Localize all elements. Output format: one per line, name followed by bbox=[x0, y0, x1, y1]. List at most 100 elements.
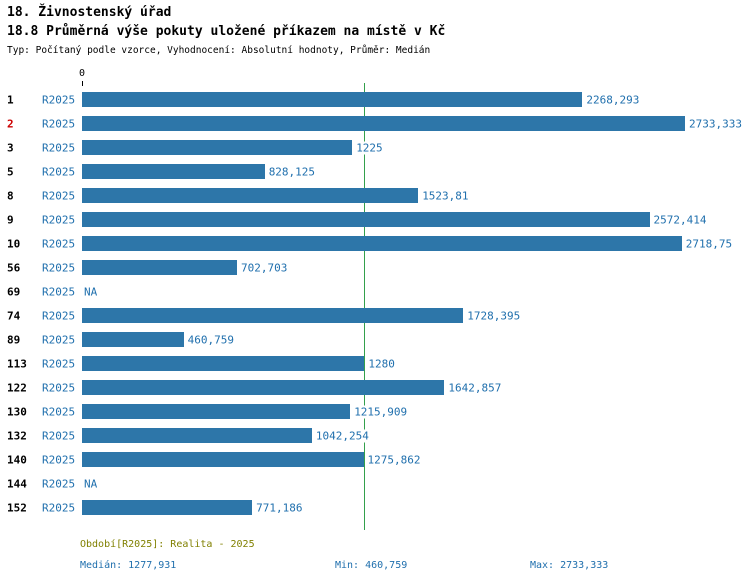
bar-value-label: 1728,395 bbox=[465, 309, 523, 323]
chart-row: 89 R2025 460,759 bbox=[0, 328, 750, 352]
chart-row: 2 R2025 2733,333 bbox=[0, 112, 750, 136]
row-id-label: 2 bbox=[7, 117, 14, 131]
row-series-label: R2025 bbox=[42, 453, 76, 467]
chart-row: 132 R2025 1042,254 bbox=[0, 424, 750, 448]
bar-zone: 1215,909 bbox=[82, 400, 750, 424]
row-id-label: 89 bbox=[7, 333, 21, 347]
row-id-label: 122 bbox=[7, 381, 27, 395]
bar-zone: NA bbox=[82, 472, 750, 496]
bar[interactable] bbox=[82, 500, 253, 515]
bar-zone: 1042,254 bbox=[82, 424, 750, 448]
bar[interactable] bbox=[82, 188, 419, 203]
bar-value-label: 702,703 bbox=[239, 261, 290, 275]
row-id-label: 1 bbox=[7, 93, 14, 107]
bar[interactable] bbox=[82, 164, 265, 179]
row-series-label: R2025 bbox=[42, 501, 76, 515]
row-id-label: 144 bbox=[7, 477, 27, 491]
bar-value-label: 460,759 bbox=[185, 333, 236, 347]
bar[interactable] bbox=[82, 404, 351, 419]
chart-row: 122 R2025 1642,857 bbox=[0, 376, 750, 400]
bar-value-label: 1275,862 bbox=[365, 453, 423, 467]
bar-zone: 1642,857 bbox=[82, 376, 750, 400]
row-series-label: R2025 bbox=[42, 477, 76, 491]
chart-row: 3 R2025 1225 bbox=[0, 136, 750, 160]
bar-value-label: 1225 bbox=[354, 141, 385, 155]
row-id-label: 10 bbox=[7, 237, 21, 251]
bar[interactable] bbox=[82, 92, 583, 107]
bar-zone: 828,125 bbox=[82, 160, 750, 184]
row-id-label: 9 bbox=[7, 213, 14, 227]
row-series-label: R2025 bbox=[42, 237, 76, 251]
period-label: Období[R2025]: Realita - 2025 bbox=[80, 539, 255, 550]
chart-row: 113 R2025 1280 bbox=[0, 352, 750, 376]
row-id-label: 5 bbox=[7, 165, 14, 179]
bar-value-label: 828,125 bbox=[266, 165, 318, 179]
x-axis-zero-label: 0 bbox=[78, 68, 86, 79]
chart-row: 5 R2025 828,125 bbox=[0, 160, 750, 184]
bar-value-label: 771,186 bbox=[254, 501, 305, 515]
bar-value-label: 1642,857 bbox=[446, 381, 504, 395]
min-stat-label: Min: 460,759 bbox=[335, 560, 408, 571]
chart-rows: 1 R2025 2268,293 2 R2025 2733,333 3 R202… bbox=[0, 88, 750, 520]
bar-value-label: 2718,75 bbox=[683, 237, 735, 251]
bar[interactable] bbox=[82, 212, 650, 227]
bar-value-label: NA bbox=[82, 285, 100, 299]
bar-zone: 2572,414 bbox=[82, 208, 750, 232]
chart-row: 9 R2025 2572,414 bbox=[0, 208, 750, 232]
median-line bbox=[363, 83, 365, 530]
bar[interactable] bbox=[82, 260, 237, 275]
bar-zone: 1523,81 bbox=[82, 184, 750, 208]
bar-zone: 1280 bbox=[82, 352, 750, 376]
row-series-label: R2025 bbox=[42, 189, 76, 203]
chart-row: 8 R2025 1523,81 bbox=[0, 184, 750, 208]
bar-value-label: 1280 bbox=[366, 357, 397, 371]
row-series-label: R2025 bbox=[42, 429, 76, 443]
row-id-label: 8 bbox=[7, 189, 14, 203]
bar-value-label: 2572,414 bbox=[651, 213, 709, 227]
chart-row: 10 R2025 2718,75 bbox=[0, 232, 750, 256]
bar-zone: 2733,333 bbox=[82, 112, 750, 136]
bar[interactable] bbox=[82, 236, 682, 251]
report-meta: Typ: Počítaný podle vzorce, Vyhodnocení:… bbox=[7, 45, 431, 56]
bar[interactable] bbox=[82, 140, 353, 155]
chart-row: 1 R2025 2268,293 bbox=[0, 88, 750, 112]
row-series-label: R2025 bbox=[42, 93, 76, 107]
report-subtitle: 18.8 Průměrná výše pokuty uložené příkaz… bbox=[7, 24, 446, 39]
row-id-label: 152 bbox=[7, 501, 27, 515]
bar-value-label: 2733,333 bbox=[687, 117, 744, 131]
row-series-label: R2025 bbox=[42, 309, 76, 323]
chart-row: 140 R2025 1275,862 bbox=[0, 448, 750, 472]
bar[interactable] bbox=[82, 380, 445, 395]
row-series-label: R2025 bbox=[42, 381, 76, 395]
row-series-label: R2025 bbox=[42, 333, 76, 347]
report-title: 18. Živnostenský úřad bbox=[7, 5, 172, 20]
bar[interactable] bbox=[82, 308, 464, 323]
bar-value-label: NA bbox=[82, 477, 100, 491]
row-series-label: R2025 bbox=[42, 141, 76, 155]
bar-value-label: 1215,909 bbox=[352, 405, 410, 419]
bar-zone: 702,703 bbox=[82, 256, 750, 280]
row-id-label: 3 bbox=[7, 141, 14, 155]
chart-row: 74 R2025 1728,395 bbox=[0, 304, 750, 328]
bar-value-label: 2268,293 bbox=[584, 93, 642, 107]
bar[interactable] bbox=[82, 356, 365, 371]
row-series-label: R2025 bbox=[42, 117, 76, 131]
bar[interactable] bbox=[82, 116, 685, 131]
bar-zone: 460,759 bbox=[82, 328, 750, 352]
x-axis-tick bbox=[82, 81, 83, 86]
bar[interactable] bbox=[82, 452, 364, 467]
bar-zone: 771,186 bbox=[82, 496, 750, 520]
row-series-label: R2025 bbox=[42, 165, 76, 179]
bar[interactable] bbox=[82, 332, 184, 347]
max-stat-label: Max: 2733,333 bbox=[530, 560, 609, 571]
bar-zone: 1728,395 bbox=[82, 304, 750, 328]
row-series-label: R2025 bbox=[42, 213, 76, 227]
bar[interactable] bbox=[82, 428, 312, 443]
row-series-label: R2025 bbox=[42, 261, 76, 275]
row-id-label: 132 bbox=[7, 429, 27, 443]
bar-zone: 2718,75 bbox=[82, 232, 750, 256]
chart-row: 152 R2025 771,186 bbox=[0, 496, 750, 520]
row-id-label: 140 bbox=[7, 453, 27, 467]
bar-zone: 2268,293 bbox=[82, 88, 750, 112]
row-id-label: 130 bbox=[7, 405, 27, 419]
